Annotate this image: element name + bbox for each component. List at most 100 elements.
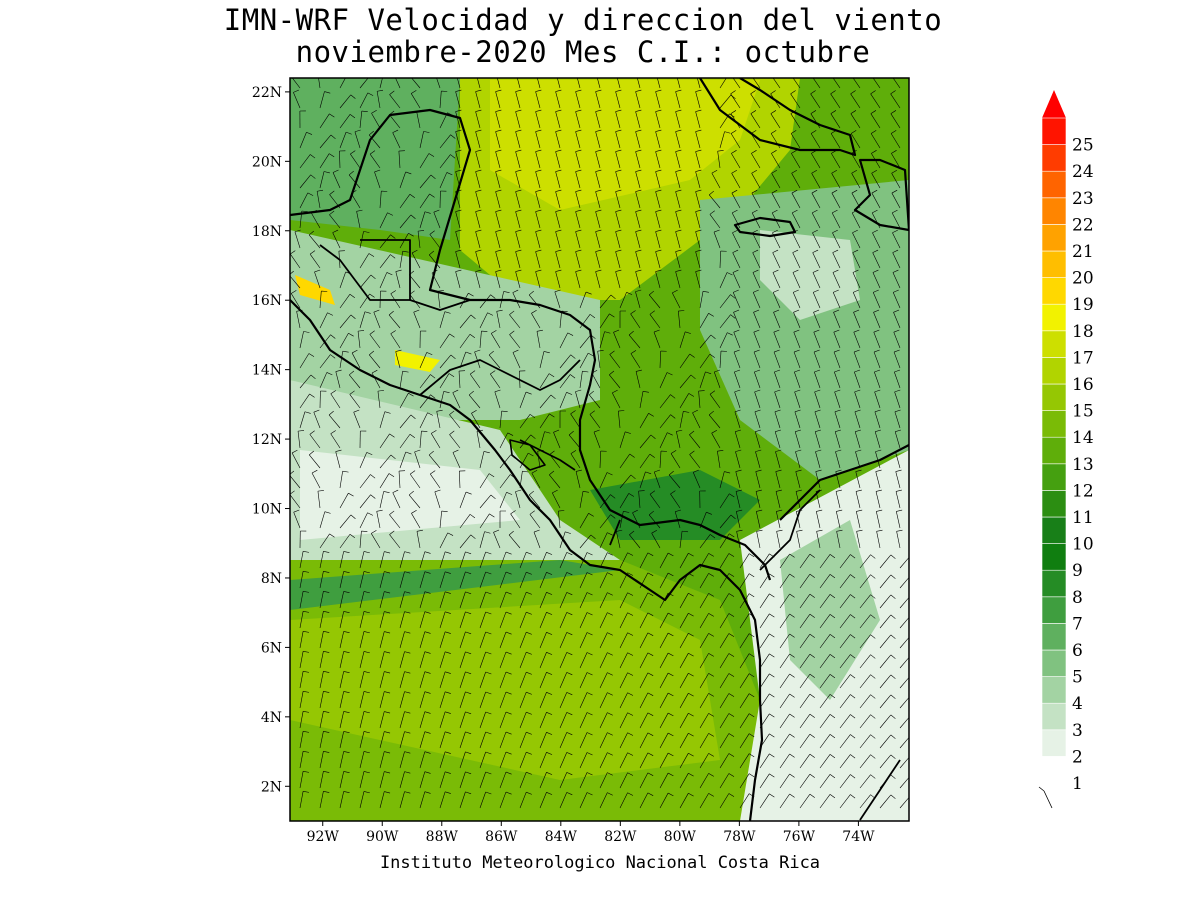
wind-barb-flag (734, 369, 741, 373)
colorbar-swatch (1041, 224, 1067, 252)
wind-barb-flag (411, 249, 418, 254)
colorbar-swatch (1041, 623, 1067, 651)
wind-barb-shaft (419, 651, 426, 669)
wind-barb-shaft (615, 91, 621, 109)
wind-barb-flag (408, 490, 414, 496)
wind-barb-shaft (359, 691, 365, 709)
wind-barb-shaft (439, 671, 446, 689)
wind-barb-flag (586, 752, 593, 756)
wind-barb-shaft (679, 673, 689, 689)
wind-barb-shaft (339, 114, 351, 129)
wind-barb-shaft (619, 752, 628, 769)
wind-barb-flag (655, 129, 662, 132)
wind-barb-flag (328, 410, 334, 416)
wind-barb-flag (449, 410, 455, 415)
wind-barb-flag (410, 414, 416, 419)
wind-barb-shaft (497, 78, 501, 89)
wind-barb-flag (647, 732, 654, 736)
wind-barb-shaft (359, 92, 369, 109)
wind-barb-flag (696, 70, 702, 72)
wind-barb-flag (748, 633, 755, 638)
wind-barb-shaft (399, 414, 412, 429)
wind-barb-flag (695, 209, 702, 212)
wind-barb-shaft (630, 353, 641, 369)
wind-barb-flag (505, 671, 512, 675)
wind-barb-shaft (519, 452, 529, 469)
wind-barb-flag (752, 229, 758, 234)
wind-barb-flag (570, 374, 576, 379)
wind-barb-flag (290, 71, 295, 75)
wind-barb-shaft (859, 754, 871, 769)
wind-barb-flag (893, 329, 900, 333)
wind-barb-flag (317, 490, 324, 492)
wind-barb-shaft (499, 691, 507, 709)
wind-barb-flag (595, 249, 602, 252)
colorbar-label: 16 (1072, 375, 1094, 395)
wind-barb-flag (384, 691, 391, 694)
wind-barb-flag (850, 614, 856, 619)
wind-barb-flag (488, 473, 495, 478)
wind-barb-flag (426, 352, 433, 356)
wind-barb-shaft (779, 693, 790, 709)
wind-barb-flag (709, 390, 716, 395)
wind-barb-shaft (499, 731, 507, 749)
wind-barb-shaft (739, 633, 750, 649)
colorbar-swatch (1041, 250, 1067, 278)
wind-barb-shaft (539, 772, 547, 789)
wind-barb-shaft (555, 171, 561, 189)
wind-barb-shaft (891, 192, 901, 209)
wind-barb-flag (732, 229, 738, 234)
wind-barb-flag (809, 753, 815, 758)
wind-barb-flag (647, 712, 654, 716)
wind-barb-shaft (819, 554, 831, 569)
wind-barb-flag (441, 510, 448, 512)
wind-barb-shaft (759, 553, 770, 569)
wind-barb-shaft (832, 272, 841, 289)
wind-barb-flag (413, 309, 420, 313)
wind-barb-shaft (318, 78, 321, 89)
wind-barb-flag (655, 189, 662, 192)
wind-barb-shaft (899, 757, 909, 769)
wind-barb-flag (474, 349, 481, 353)
wind-barb-shaft (719, 332, 728, 349)
wind-barb-shaft (479, 631, 486, 649)
lat-tick-label: 18N (252, 224, 282, 240)
wind-barb-shaft (455, 211, 461, 229)
wind-barb-flag (829, 714, 836, 719)
wind-barb-flag (789, 793, 795, 798)
wind-barb-flag (424, 651, 431, 654)
wind-barb-flag (894, 369, 901, 373)
wind-barb-flag (452, 449, 459, 453)
wind-barb-shaft (831, 153, 841, 169)
wind-barb-shaft (692, 412, 701, 429)
wind-barb-flag (495, 89, 502, 92)
wind-barb-shaft (833, 351, 841, 369)
wind-barb-shaft (899, 617, 909, 629)
wind-barb-flag (384, 71, 390, 72)
wind-barb-flag (543, 351, 550, 354)
wind-barb-shaft (515, 171, 521, 189)
wind-barb-shaft (495, 231, 501, 249)
wind-barb-flag (607, 692, 613, 696)
wind-barb-flag (515, 109, 522, 112)
wind-barb-shaft (531, 313, 541, 329)
wind-barb-flag (728, 693, 735, 697)
wind-barb-shaft (549, 454, 561, 469)
colorbar-label: 23 (1072, 189, 1094, 209)
wind-barb-shaft (319, 731, 324, 749)
wind-barb-shaft (575, 131, 581, 149)
wind-barb-shaft (659, 792, 669, 809)
wind-barb-flag (490, 294, 496, 299)
wind-barb-flag (810, 110, 817, 114)
wind-barb-shaft (859, 714, 871, 729)
wind-barb-shaft (854, 391, 861, 409)
wind-barb-flag (424, 771, 431, 774)
wind-barb-shaft (719, 314, 731, 329)
wind-barb-flag (404, 551, 411, 554)
wind-barb-flag (575, 269, 582, 272)
wind-barb-shaft (619, 552, 628, 569)
wind-barb-flag (455, 149, 462, 152)
wind-barb-flag (675, 169, 682, 172)
wind-barb-shaft (419, 751, 426, 769)
wind-barb-shaft (699, 534, 711, 549)
